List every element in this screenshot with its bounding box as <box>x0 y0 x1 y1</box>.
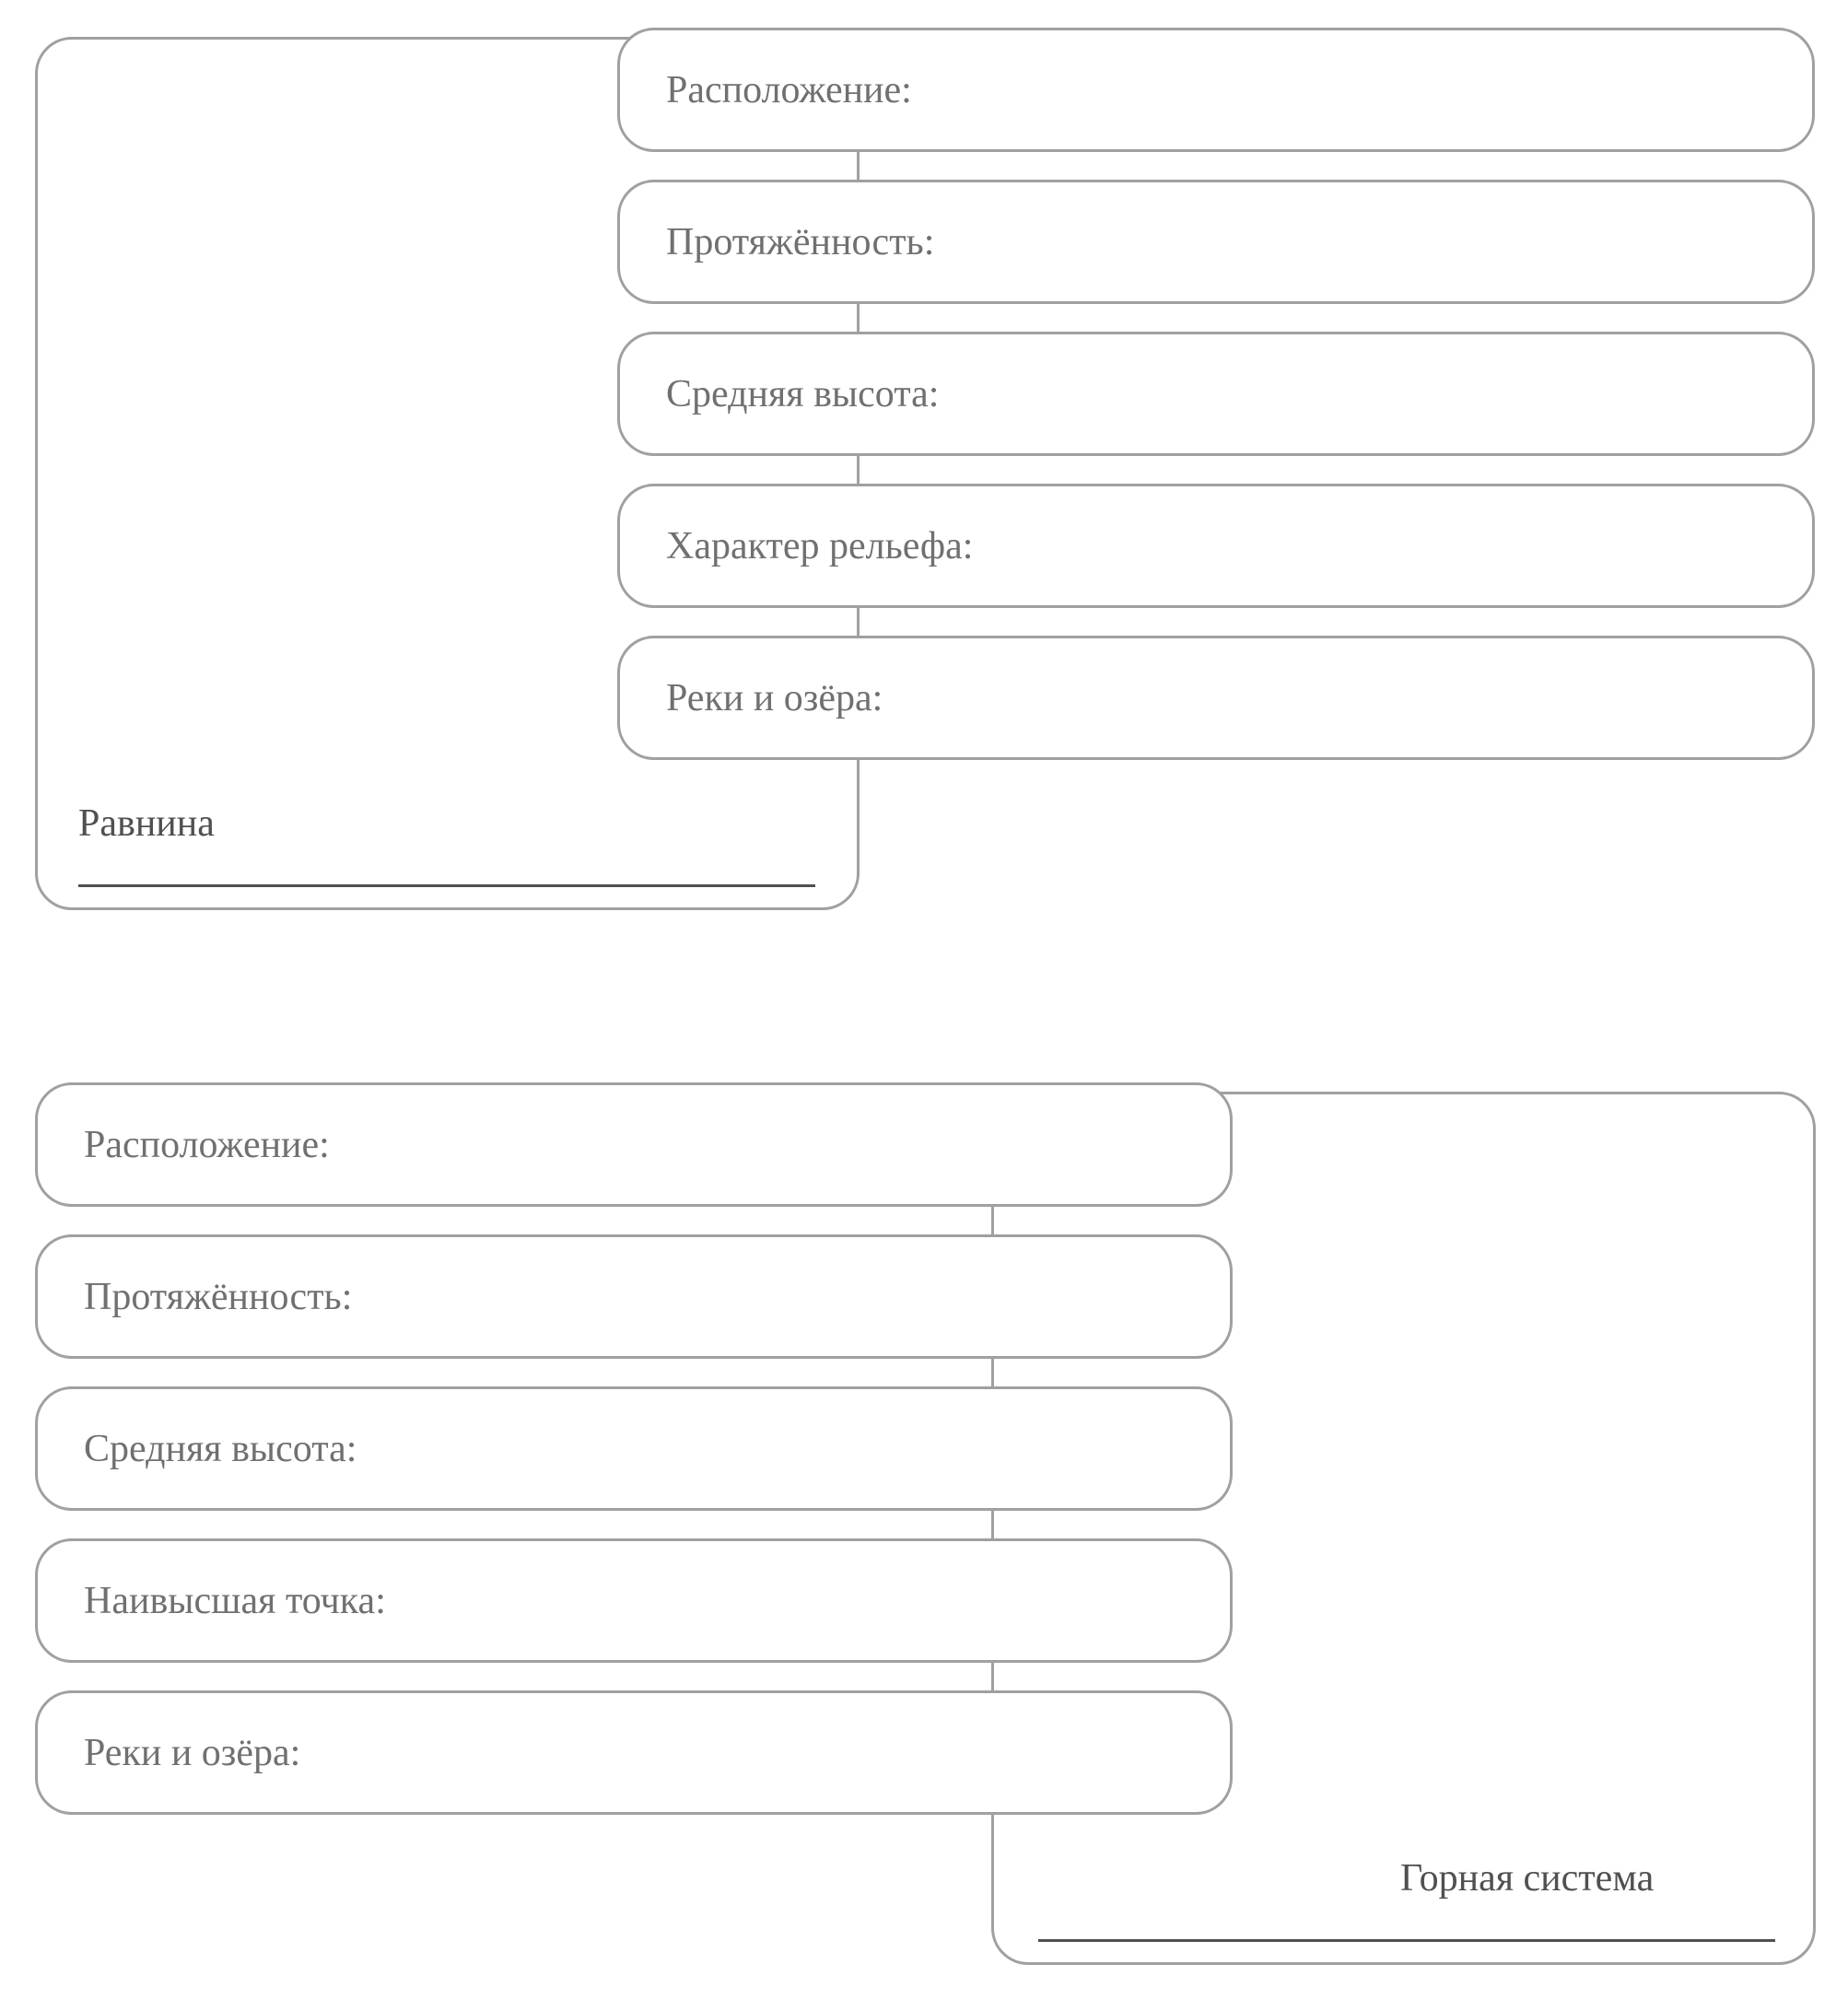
plain-location-label: Расположение: <box>666 68 912 112</box>
mountain-location-label: Расположение: <box>84 1123 330 1167</box>
plain-extent-label: Протяжённость: <box>666 220 934 264</box>
mountain-avgheight-label: Средняя высота: <box>84 1427 357 1471</box>
plain-main-box <box>35 37 860 910</box>
mountain-highest-label: Наивысшая точка: <box>84 1579 386 1623</box>
mountain-avgheight-field: Средняя высота: <box>35 1386 1233 1511</box>
mountain-extent-field: Протяжённость: <box>35 1234 1233 1359</box>
mountain-main-box <box>991 1092 1816 1965</box>
plain-rivers-label: Реки и озёра: <box>666 676 883 720</box>
mountain-extent-label: Протяжённость: <box>84 1275 352 1319</box>
worksheet-container: Расположение: Протяжённость: Средняя выс… <box>28 28 1820 1983</box>
plain-rivers-field: Реки и озёра: <box>617 636 1815 760</box>
mountain-location-field: Расположение: <box>35 1082 1233 1207</box>
plain-relief-field: Характер рельефа: <box>617 484 1815 608</box>
plain-title-label: Равнина <box>78 801 215 846</box>
plain-avgheight-label: Средняя высота: <box>666 372 939 416</box>
mountain-title-underline <box>1038 1939 1775 1942</box>
plain-title-underline <box>78 884 815 887</box>
mountain-highest-field: Наивысшая точка: <box>35 1538 1233 1663</box>
plain-location-field: Расположение: <box>617 28 1815 152</box>
mountain-rivers-field: Реки и озёра: <box>35 1690 1233 1815</box>
mountain-title-label: Горная система <box>1400 1856 1654 1900</box>
plain-avgheight-field: Средняя высота: <box>617 332 1815 456</box>
plain-extent-field: Протяжённость: <box>617 180 1815 304</box>
mountain-rivers-label: Реки и озёра: <box>84 1731 300 1775</box>
plain-relief-label: Характер рельефа: <box>666 524 973 568</box>
